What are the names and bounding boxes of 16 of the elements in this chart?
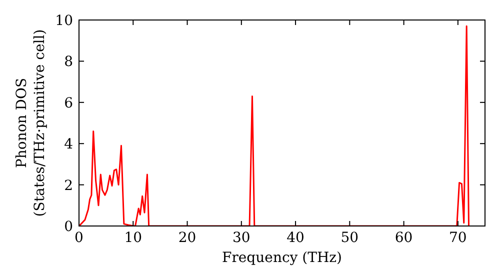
y-axis-title: Phonon DOS (States/THz·primitive cell) [14, 29, 48, 217]
y-tick-label: 8 [64, 54, 73, 70]
x-tick-label: 10 [124, 230, 142, 246]
x-tick-label: 70 [449, 230, 467, 246]
y-tick-label: 2 [64, 178, 73, 194]
x-tick-label: 40 [286, 230, 304, 246]
x-tick-label: 0 [74, 230, 84, 246]
y-tick-label: 10 [55, 13, 73, 29]
x-tick-label: 50 [340, 230, 359, 246]
x-axis-title: Frequency (THz) [222, 250, 342, 266]
y-tick-label: 4 [64, 136, 74, 153]
y-tick-label: 6 [64, 95, 74, 112]
x-tick-label: 60 [394, 230, 413, 246]
x-tick-label: 20 [178, 230, 196, 246]
y-tick-label: 0 [64, 219, 73, 235]
x-tick-label: 30 [232, 230, 250, 246]
